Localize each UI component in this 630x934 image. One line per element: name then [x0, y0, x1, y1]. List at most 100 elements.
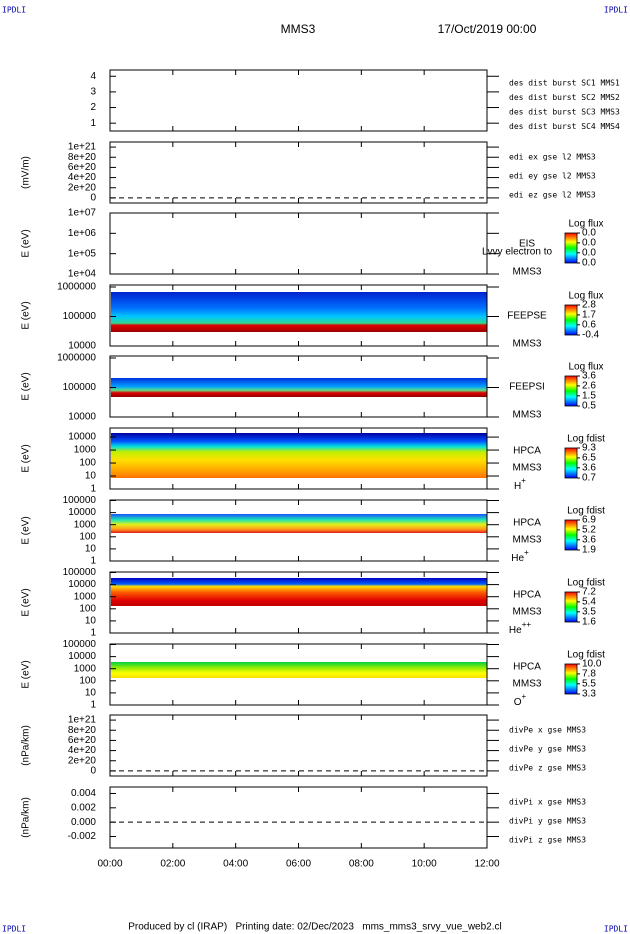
- colorbar-label: 0.7: [582, 473, 596, 484]
- legend-entry: divPe y gse MMS3: [509, 745, 586, 754]
- y-tick-label: 10000: [68, 341, 96, 352]
- instrument-label: HPCA: [513, 446, 541, 457]
- y-tick-label: 100: [79, 603, 96, 614]
- panel-frame: [109, 212, 488, 275]
- colorbar-label: 1.9: [582, 545, 596, 556]
- y-tick-label: 1e+06: [68, 228, 97, 239]
- y-tick-label: 3: [90, 87, 96, 98]
- colorbar-label: 3.6: [582, 462, 596, 473]
- x-tick-label: 00:00: [97, 859, 122, 870]
- spectrogram-fill: [111, 378, 487, 397]
- y-tick-label: 100000: [63, 311, 97, 322]
- y-tick-label: 4e+20: [68, 172, 97, 183]
- y-tick-label: 8e+20: [68, 725, 97, 736]
- colorbar-label: -0.4: [582, 330, 600, 341]
- colorbar-label: 2.8: [582, 300, 596, 311]
- y-axis-label: (nPa/km): [21, 725, 32, 766]
- x-tick-label: 06:00: [286, 859, 311, 870]
- y-tick-label: 0.004: [71, 788, 96, 799]
- legend-entry: des dist burst SC4 MMS4: [509, 122, 620, 131]
- colorbar: [564, 375, 578, 407]
- y-axis-label: E (eV): [21, 229, 32, 257]
- y-tick-label: 10000: [68, 432, 96, 443]
- x-tick-label: 12:00: [474, 859, 499, 870]
- species-charge: ++: [522, 620, 532, 629]
- instrument-label: MMS3: [513, 267, 542, 278]
- species-base: O: [514, 697, 522, 708]
- colorbar-label: 2.6: [582, 381, 596, 392]
- colorbar: [564, 519, 578, 551]
- colorbar-label: 3.3: [582, 689, 596, 700]
- y-tick-label: 100000: [63, 382, 97, 393]
- y-tick-label: 4e+20: [68, 745, 97, 756]
- colorbar-label: 3.5: [582, 606, 596, 617]
- corner-label: IPDLI: [2, 925, 26, 934]
- y-tick-label: 10: [85, 616, 97, 627]
- y-tick-label: 10: [85, 544, 97, 555]
- spectrogram-fill: [111, 292, 487, 332]
- y-tick-label: 100: [79, 675, 96, 686]
- y-tick-label: 1000000: [57, 282, 96, 293]
- colorbar-label: 3.6: [582, 534, 596, 545]
- y-tick-label: -0.002: [68, 831, 97, 842]
- spectrogram-fill: [111, 578, 487, 606]
- colorbar-label: 6.9: [582, 515, 596, 526]
- instrument-label: MMS3: [513, 463, 542, 474]
- instrument-label: MMS3: [513, 410, 542, 421]
- panel-frame: [109, 69, 488, 132]
- y-tick-label: 0: [90, 193, 96, 204]
- y-tick-label: 2e+20: [68, 755, 97, 766]
- y-tick-label: 10000: [68, 651, 96, 662]
- legend-entry: edi ez gse l2 MMS3: [509, 191, 596, 200]
- annotation: Lvvy electron to: [482, 247, 552, 258]
- y-tick-label: 6e+20: [68, 162, 97, 173]
- species-charge: +: [521, 476, 526, 485]
- y-axis-label: (nPa/km): [21, 797, 32, 838]
- colorbar-label: 0.0: [582, 247, 596, 258]
- colorbar: [564, 232, 578, 264]
- spectrogram-fill: [111, 514, 487, 533]
- colorbar-label: 7.8: [582, 669, 596, 680]
- colorbar: [564, 447, 578, 479]
- colorbar-label: 5.5: [582, 678, 596, 689]
- y-axis-label: E (eV): [21, 516, 32, 544]
- species-base: He: [509, 625, 522, 636]
- instrument-label: MMS3: [513, 679, 542, 690]
- title: MMS3: [281, 22, 316, 36]
- y-tick-label: 4: [90, 71, 96, 82]
- colorbar-title: Log flux: [568, 219, 603, 230]
- colorbar-label: 9.3: [582, 443, 596, 454]
- y-tick-label: 10000: [68, 579, 96, 590]
- legend-entry: divPi z gse MMS3: [509, 836, 586, 845]
- y-tick-label: 10: [85, 471, 97, 482]
- y-axis-label: E (eV): [21, 588, 32, 616]
- instrument-label: MMS3: [513, 607, 542, 618]
- colorbar-label: 0.0: [582, 258, 596, 269]
- y-axis-label: E (eV): [21, 372, 32, 400]
- colorbar-label: 7.2: [582, 587, 596, 598]
- instrument-label: HPCA: [513, 590, 541, 601]
- colorbar-label: 1.7: [582, 310, 596, 321]
- panel-frame: [109, 786, 488, 849]
- legend-entry: divPe z gse MMS3: [509, 764, 586, 773]
- corner-label: IPDLI: [604, 6, 628, 15]
- y-tick-label: 6e+20: [68, 735, 97, 746]
- instrument-label: MMS3: [513, 535, 542, 546]
- y-tick-label: 0.002: [71, 802, 96, 813]
- spectrogram-fill: [111, 662, 487, 678]
- y-tick-label: 2: [90, 102, 96, 113]
- colorbar-label: 1.6: [582, 617, 596, 628]
- spectrogram-fill: [111, 433, 487, 478]
- legend-entry: divPi x gse MMS3: [509, 798, 586, 807]
- corner-label: IPDLI: [604, 925, 628, 934]
- colorbar-title: Log fdist: [567, 578, 605, 589]
- y-tick-label: 1000: [74, 519, 97, 530]
- instrument-label: FEEPSI: [509, 382, 545, 393]
- corner-label: IPDLI: [2, 6, 26, 15]
- species-charge: +: [522, 692, 527, 701]
- y-tick-label: 1000: [74, 445, 97, 456]
- species-label: O+: [514, 692, 527, 708]
- y-tick-label: 100: [79, 531, 96, 542]
- colorbar-label: 0.0: [582, 238, 596, 249]
